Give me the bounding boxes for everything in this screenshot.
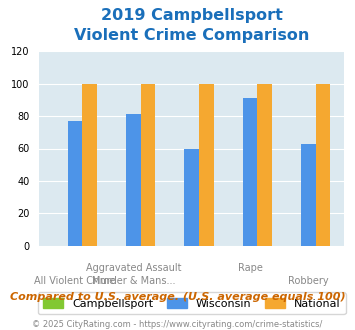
Text: Robbery: Robbery (288, 277, 329, 286)
Text: Rape: Rape (238, 263, 263, 273)
Bar (199, 83, 214, 246)
Bar (301, 144, 316, 246)
Bar (141, 83, 155, 246)
Text: Compared to U.S. average. (U.S. average equals 100): Compared to U.S. average. (U.S. average … (10, 292, 345, 302)
Bar (82, 83, 97, 246)
Text: Aggravated Assault: Aggravated Assault (86, 263, 181, 273)
Bar (126, 115, 141, 246)
Title: 2019 Campbellsport
Violent Crime Comparison: 2019 Campbellsport Violent Crime Compari… (74, 8, 310, 43)
Bar (257, 83, 272, 246)
Bar (67, 121, 82, 246)
Bar (316, 83, 331, 246)
Text: Murder & Mans...: Murder & Mans... (92, 277, 175, 286)
Bar (243, 98, 257, 246)
Text: © 2025 CityRating.com - https://www.cityrating.com/crime-statistics/: © 2025 CityRating.com - https://www.city… (32, 320, 323, 329)
Legend: Campbellsport, Wisconsin, National: Campbellsport, Wisconsin, National (38, 292, 346, 314)
Text: All Violent Crime: All Violent Crime (34, 277, 115, 286)
Bar (184, 148, 199, 246)
